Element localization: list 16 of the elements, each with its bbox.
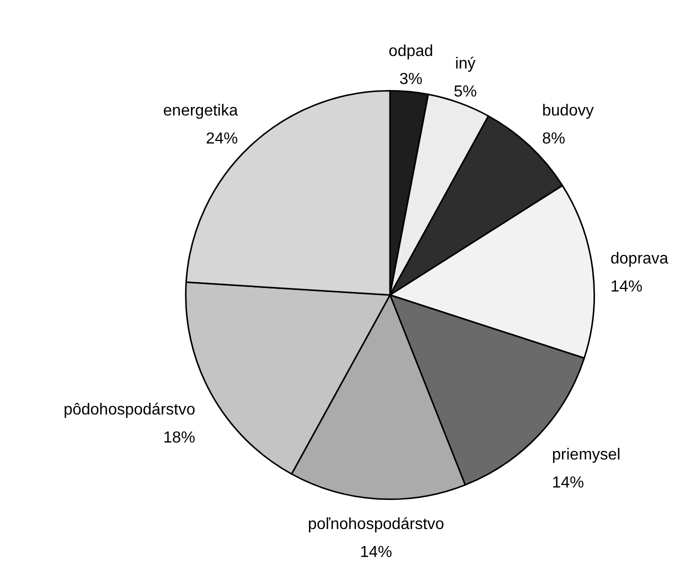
- data-label: 8%: [542, 130, 566, 148]
- data-label: 3%: [399, 71, 422, 88]
- slice-label: odpad: [388, 43, 434, 60]
- data-label: 14%: [552, 474, 584, 492]
- slice-label: budovy: [542, 102, 594, 120]
- slice-label: doprava: [610, 250, 668, 268]
- data-label: 14%: [610, 278, 643, 296]
- slice-label: energetika: [163, 102, 238, 120]
- data-label: 24%: [206, 130, 238, 148]
- data-label: 14%: [360, 544, 392, 562]
- slice-label: priemysel: [552, 446, 620, 464]
- data-label: 5%: [454, 83, 477, 100]
- slice-label: poľnohospodárstvo: [308, 516, 444, 534]
- data-label: 18%: [163, 429, 196, 446]
- slice-label: pôdohospodárstvo: [64, 401, 196, 418]
- slice-label: iný: [455, 55, 476, 72]
